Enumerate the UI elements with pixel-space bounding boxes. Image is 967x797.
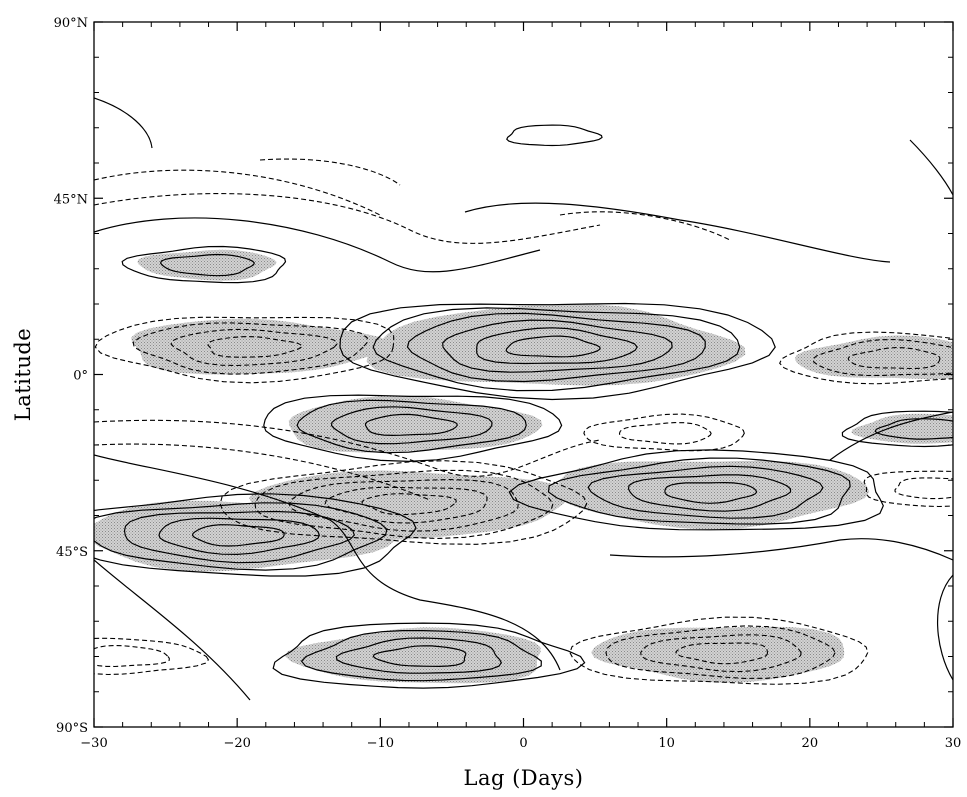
contour-negative-level-1: [94, 644, 170, 668]
contour-negative-level-2: [812, 339, 953, 377]
contour-line-solid: [94, 217, 541, 273]
contour-positive-level-1: [505, 335, 601, 358]
contour-negative-level-1: [361, 493, 457, 516]
x-tick-label: 20: [802, 736, 819, 751]
contour-positive-level-2: [627, 474, 792, 512]
contour-negative-level-2: [94, 637, 210, 676]
contour-negative-level-5: [219, 460, 588, 545]
contour-negative-level-4: [94, 316, 395, 384]
contour-positive-level-3: [300, 630, 542, 682]
contour-positive-level-3: [123, 510, 355, 564]
x-tick-label: 30: [945, 736, 962, 751]
contour-line-dashed: [94, 443, 431, 501]
x-tick-label: −30: [80, 736, 107, 751]
contour-negative-level-3: [132, 322, 368, 375]
contour-negative-level-1: [618, 422, 712, 445]
contour-negative-level-2: [863, 470, 953, 508]
contour-positive-level-5: [508, 449, 884, 531]
contour-line-solid: [909, 139, 953, 196]
contour-positive-level-1: [372, 645, 467, 668]
contour-negative-level-3: [605, 625, 836, 679]
x-tick-label: 10: [658, 736, 675, 751]
contour-negative-level-2: [583, 413, 745, 452]
contour-negative-level-2: [324, 486, 488, 524]
shaded-region-negative: [794, 335, 953, 380]
x-axis-title: Lag (Days): [464, 766, 584, 790]
contour-positive-level-1: [191, 524, 285, 547]
contour-negative-level-3: [288, 479, 519, 532]
shaded-region-positive: [851, 413, 953, 444]
contour-line-solid: [94, 97, 153, 149]
contour-positive-level-4: [263, 394, 563, 463]
contour-positive-level-6: [339, 302, 776, 401]
shaded-region-positive: [288, 395, 543, 453]
y-axis-title: Latitude: [11, 328, 35, 421]
contour-line-dashed: [559, 211, 731, 241]
contour-positive-level-5: [372, 307, 741, 392]
contour-positive-level-2: [158, 517, 320, 556]
y-tick-label: 45°S: [56, 545, 88, 560]
contour-positive-level-2: [335, 637, 502, 674]
shaded-region-positive: [137, 249, 277, 281]
contour-line-solid: [829, 411, 953, 461]
contour-line-solid: [609, 538, 953, 561]
contour-positive-level-1: [159, 253, 256, 277]
contour-positive-level-3: [587, 465, 824, 519]
shaded-region-negative: [591, 626, 845, 683]
contour-positive-level-2: [121, 245, 287, 284]
contour-positive-level-1: [664, 481, 758, 504]
contour-line-solid: [94, 559, 251, 701]
contour-line-dashed: [259, 158, 401, 186]
contour-negative-level-1: [847, 347, 941, 370]
shaded-significance-regions: [94, 249, 953, 684]
shaded-region-positive: [366, 303, 746, 386]
contour-positive-level-1: [874, 418, 953, 440]
contour-line-solid: [936, 574, 953, 681]
contour-positive-level-2: [476, 327, 638, 365]
shaded-region-positive: [557, 460, 870, 530]
contour-positive-level-1: [506, 124, 603, 147]
x-tick-label: −20: [223, 736, 250, 751]
contour-negative-level-1: [675, 642, 769, 665]
contour-line-solid: [94, 454, 561, 671]
contour-positive-level-3: [442, 319, 673, 373]
contour-positive-level-4: [272, 622, 586, 689]
contour-negative-level-1: [894, 477, 953, 500]
shaded-region-negative: [131, 318, 390, 375]
contour-negative-level-2: [640, 634, 802, 673]
contour-line-solid: [464, 202, 891, 263]
contour-positive-level-5: [94, 493, 417, 577]
contour-positive-level-1: [364, 413, 458, 437]
contour-negative-level-4: [254, 469, 554, 540]
y-tick-label: 90°S: [56, 721, 88, 736]
contour-positive-level-4: [547, 457, 851, 525]
y-tick-label: 90°N: [54, 16, 88, 31]
contour-positive-level-3: [296, 399, 527, 454]
contour-lines: [94, 97, 953, 701]
contour-positive-level-4: [406, 312, 706, 383]
y-tick-label: 0°: [73, 369, 88, 384]
contour-negative-level-2: [170, 328, 338, 367]
contour-positive-level-4: [94, 502, 388, 571]
contour-line-dashed: [94, 169, 381, 216]
y-tick-label: 45°N: [54, 192, 88, 207]
contour-line-dashed: [94, 193, 601, 244]
contour-negative-level-1: [207, 336, 302, 358]
contour-positive-level-2: [841, 410, 953, 448]
shaded-region-positive: [285, 627, 541, 684]
shaded-region-negative: [249, 470, 570, 541]
contour-positive-level-2: [330, 406, 493, 445]
x-tick-label: −10: [367, 736, 394, 751]
contour-negative-level-4: [569, 616, 869, 685]
axes: −30 −20 −10 0 10 20 30 90°N 45°N 0° 45°S 90°S: [54, 16, 962, 751]
x-tick-label: 0: [519, 736, 527, 751]
